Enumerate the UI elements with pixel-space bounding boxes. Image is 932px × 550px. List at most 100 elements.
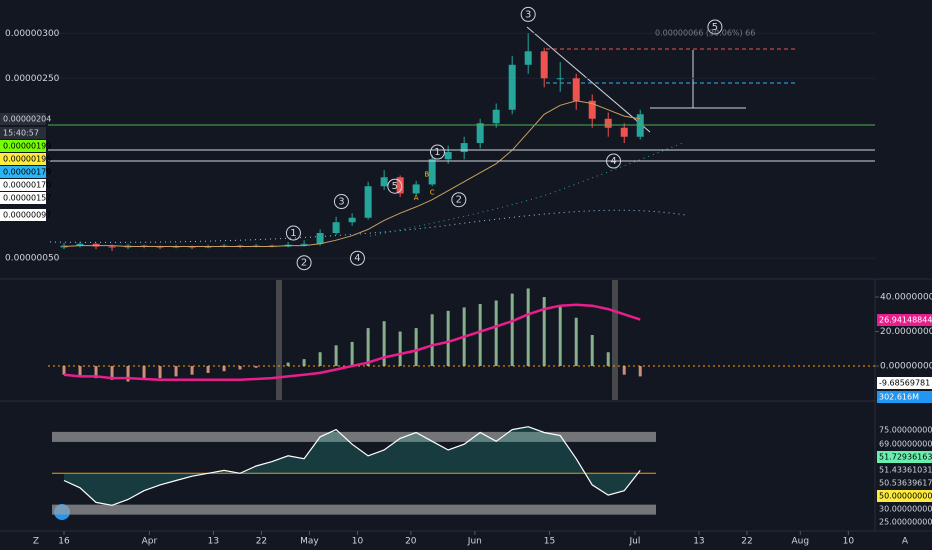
- histogram-bar: [542, 297, 546, 367]
- value-badge-label: 302.616M: [879, 393, 919, 402]
- wave-label: 3: [338, 197, 344, 208]
- x-tick-label: May: [300, 537, 319, 547]
- price-badge: [0, 166, 46, 178]
- scale-badge: [877, 477, 932, 489]
- wave-circle: [285, 225, 301, 241]
- candle-body: [460, 143, 468, 153]
- histogram-bar: [206, 366, 210, 373]
- price-badge-label: 15:40:57: [3, 129, 39, 138]
- signal-line: [63, 303, 641, 382]
- x-tick-label: Aug: [792, 537, 810, 547]
- highlight: [276, 280, 282, 400]
- band: [52, 431, 656, 442]
- scale-label: 75.00000000: [879, 426, 932, 435]
- candle-body: [316, 233, 324, 244]
- histogram-bar: [446, 310, 450, 367]
- price-badge: [0, 209, 46, 221]
- histogram-bar: [494, 300, 498, 367]
- scale-label: 25.00000000: [879, 518, 932, 527]
- candle-body: [204, 246, 212, 248]
- histogram-bar: [574, 317, 578, 367]
- histogram-bar: [94, 366, 98, 379]
- y-tick-label: 0.00000000: [880, 362, 932, 372]
- x-tick-label: 13: [208, 537, 219, 547]
- wave-circle: [333, 194, 349, 210]
- histogram-bar: [78, 366, 82, 377]
- histogram-bar: [286, 362, 290, 367]
- x-tick-label: 10: [352, 537, 364, 547]
- y-tick-label: 0.00000050: [5, 254, 60, 264]
- scale-label: 51.43361031: [879, 466, 932, 475]
- histogram-bar: [126, 366, 130, 382]
- scale-label: 50.00000000: [879, 492, 932, 501]
- wave-circle: [296, 255, 312, 271]
- x-tick-label: 10: [843, 537, 855, 547]
- scale-label: 69.00000000: [879, 440, 932, 449]
- moving-average: [63, 100, 641, 247]
- y-tick-label: 40.00000000: [880, 293, 932, 303]
- scale-badge: [877, 438, 932, 450]
- wave-circle: [606, 153, 622, 169]
- candle-body: [412, 184, 420, 194]
- price-badge: [0, 179, 46, 191]
- candle-body: [492, 109, 500, 124]
- wave-label: 5: [392, 181, 398, 192]
- scale-badge: [877, 516, 932, 528]
- wave-circle: [349, 250, 365, 266]
- corner-label: A: [902, 537, 909, 547]
- candle-body: [604, 118, 612, 128]
- x-tick-label: 22: [741, 537, 752, 547]
- wave-circle: [520, 6, 536, 22]
- histogram-bar: [478, 303, 482, 367]
- scale-badge: [877, 424, 932, 436]
- value-badge: [877, 377, 932, 389]
- value-badge: [877, 314, 932, 326]
- candle-body: [540, 51, 548, 79]
- wave-label: 2: [301, 258, 307, 269]
- trend-line: [526, 26, 651, 133]
- candle-body: [396, 177, 404, 194]
- histogram-bar: [222, 366, 226, 372]
- wave-label: 1: [434, 147, 440, 158]
- price-badge: [0, 192, 46, 204]
- histogram-bar: [334, 345, 338, 367]
- wave-label: B: [424, 171, 429, 179]
- x-tick-label: Jul: [628, 537, 640, 547]
- candle-body: [556, 78, 564, 80]
- candle-body: [76, 243, 84, 246]
- y-tick-label: 20.00000000: [880, 327, 932, 337]
- wave-circle: [429, 144, 445, 160]
- histogram-bar: [318, 352, 322, 367]
- candle-body: [348, 217, 356, 223]
- histogram-bar: [398, 331, 402, 367]
- scale-badge: [877, 464, 932, 476]
- price-badge: [0, 113, 46, 125]
- wave-circle: [451, 192, 467, 208]
- candle-body: [620, 127, 628, 137]
- price-badge-label: 0.00000204: [3, 115, 51, 124]
- histogram-bar: [174, 366, 178, 377]
- histogram-bar: [430, 314, 434, 367]
- candle-body: [636, 114, 644, 137]
- y-tick-label: 0.00000250: [5, 74, 60, 84]
- x-tick-label: Apr: [142, 537, 158, 547]
- histogram-bar: [302, 359, 306, 367]
- price-badge: [0, 140, 46, 152]
- y-tick-label: 0.00000300: [5, 29, 60, 39]
- wave-label: 4: [354, 253, 360, 264]
- candle-body: [476, 123, 484, 144]
- value-badge-label: -9.68569781: [879, 379, 930, 388]
- candle-body: [508, 64, 516, 110]
- wave-label: 5: [712, 22, 718, 33]
- histogram-bar: [606, 352, 610, 367]
- x-tick-label: 13: [693, 537, 704, 547]
- x-tick-label: 22: [256, 537, 267, 547]
- x-tick-label: 16: [58, 537, 70, 547]
- wave-circle: [707, 19, 723, 35]
- histogram-bar: [110, 366, 114, 380]
- scale-label: 30.00000000: [879, 505, 932, 514]
- scale-badge: [877, 490, 932, 502]
